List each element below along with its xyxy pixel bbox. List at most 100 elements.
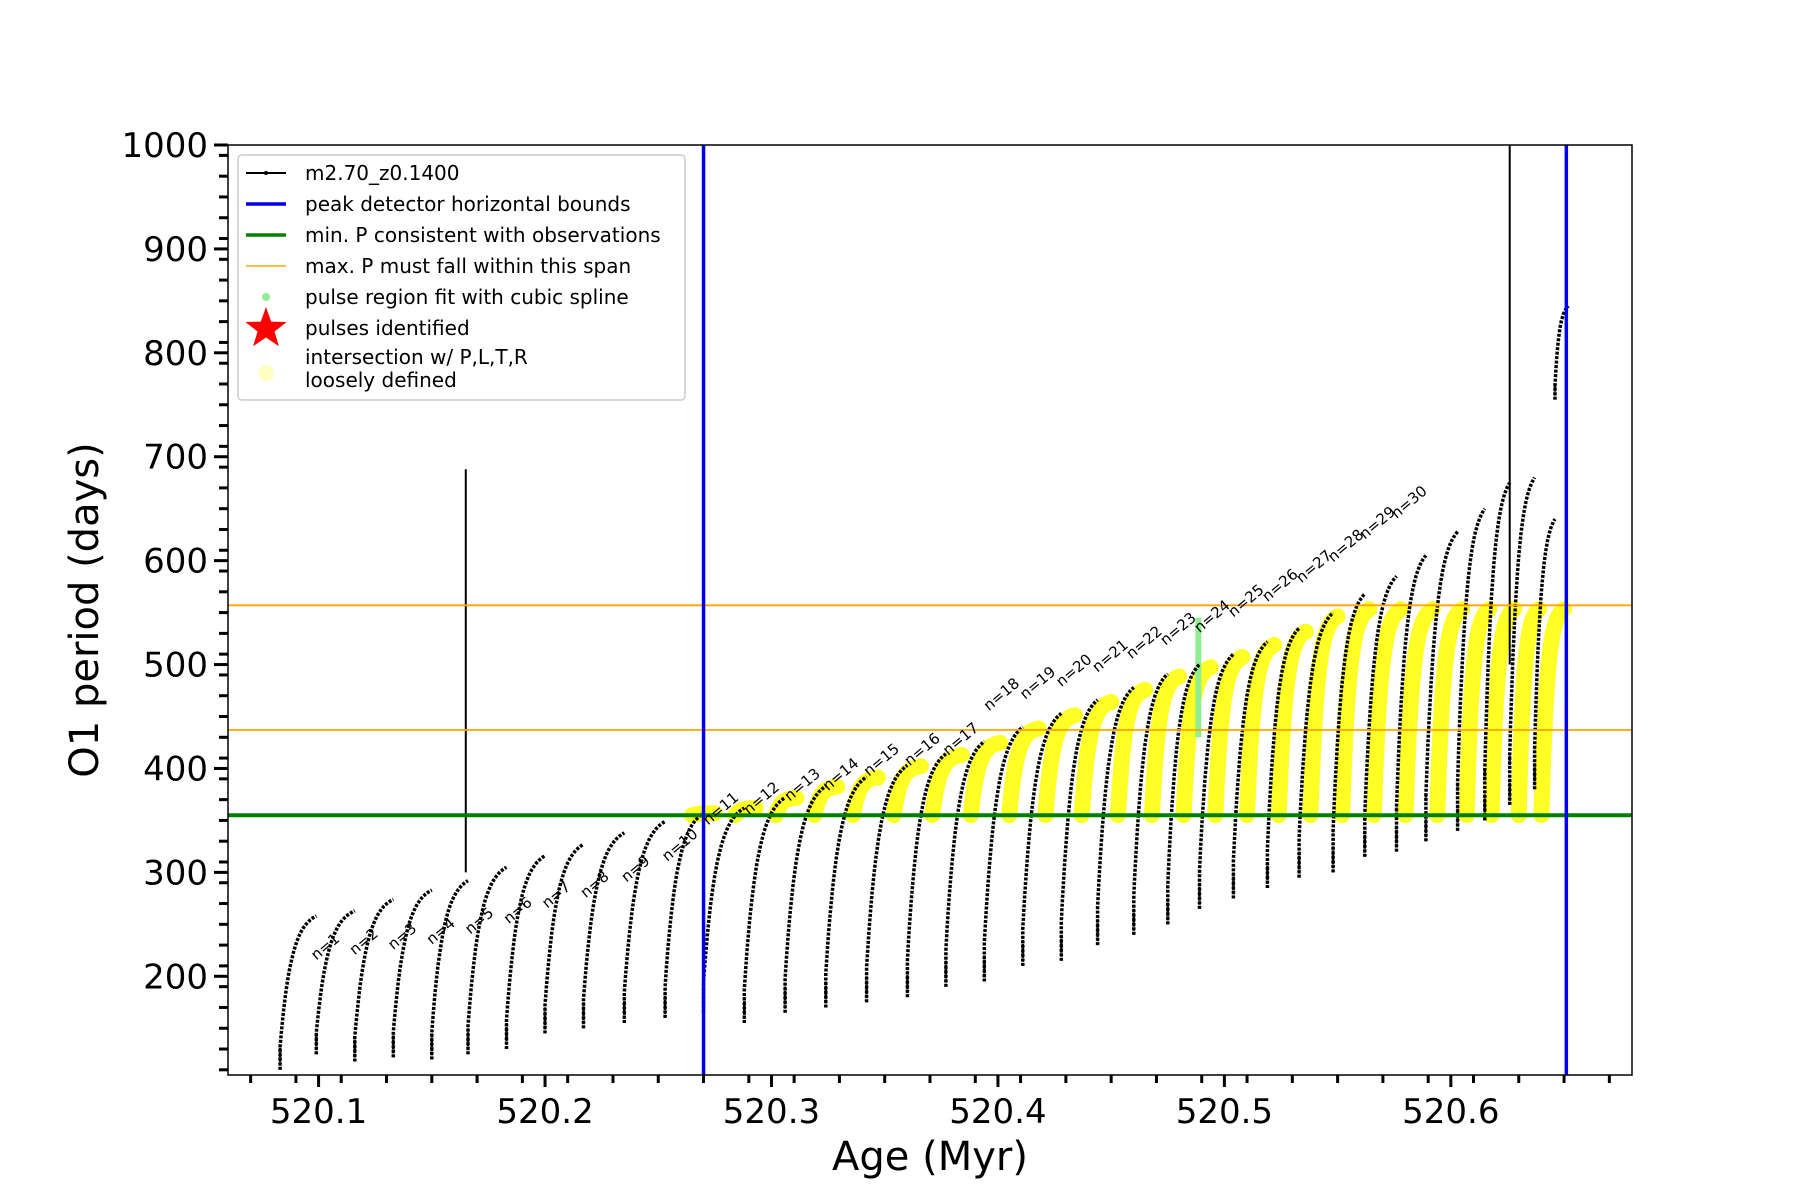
pulse-curve (1197, 652, 1235, 909)
legend-entry-pulses: pulses identified (245, 307, 470, 347)
intersection-region (1429, 601, 1471, 824)
y-tick-label: 800 (143, 334, 208, 374)
intersection-region (1073, 694, 1120, 824)
pulse-curve (1059, 698, 1099, 961)
intersection-region (1143, 668, 1188, 824)
legend-series-marker (264, 171, 268, 175)
pulse-curve (1331, 592, 1367, 873)
pulse-curve (581, 831, 626, 1029)
x-tick-label: 520.3 (723, 1092, 820, 1132)
y-tick-label: 900 (143, 230, 208, 270)
pulse-curve (1394, 554, 1428, 852)
intersection-region (1037, 707, 1083, 824)
legend-spline-marker (262, 293, 270, 301)
legend-entry-series: m2.70_z0.1400 (246, 161, 460, 185)
pulse-curve (278, 914, 318, 1070)
intersection-region (1334, 601, 1378, 824)
pulse-curve (1021, 712, 1063, 966)
pulse-curve (1424, 530, 1459, 842)
pulse-curve (391, 888, 433, 1058)
pulse-curve (1132, 672, 1169, 935)
pulse-curve (1507, 476, 1537, 805)
reference-lines-layer (228, 145, 1632, 1075)
pulse-curve (1166, 663, 1201, 925)
pulse-curve (944, 740, 986, 987)
legend-entry-bounds: peak detector horizontal bounds (246, 192, 631, 216)
intersection-region (1207, 649, 1251, 824)
legend-entry-max-period: max. P must fall within this span (246, 254, 631, 278)
pulse-curve (982, 725, 1024, 982)
x-tick-label: 520.1 (270, 1092, 367, 1132)
legend: m2.70_z0.1400 peak detector horizontal b… (237, 154, 686, 401)
pulse-curve (1231, 640, 1269, 899)
legend-intersection-line-2: loosely defined (305, 368, 457, 392)
intersection-region (806, 778, 846, 824)
x-axis-title: Age (Myr) (832, 1134, 1028, 1180)
x-tick-label: 520.2 (496, 1092, 593, 1132)
legend-min-period-label: min. P consistent with observations (305, 223, 661, 247)
pulse-curve (622, 819, 666, 1023)
pulse-curve (1095, 686, 1135, 946)
pulse-curve (314, 909, 356, 1055)
intersection-region (1365, 601, 1409, 824)
legend-entry-min-period: min. P consistent with observations (246, 223, 661, 247)
pulse-curve (353, 897, 395, 1062)
legend-series-label: m2.70_z0.1400 (305, 161, 460, 185)
pulse-curve (742, 796, 787, 1023)
pulse-curve (1297, 611, 1335, 878)
y-axis-title: O1 period (days) (62, 442, 108, 777)
pulse-curve (1483, 481, 1512, 821)
y-tick-label: 300 (143, 853, 208, 893)
legend-box (237, 154, 686, 401)
pulse-curve (1363, 575, 1398, 857)
intersection-region (1110, 681, 1154, 824)
pulse-curve (905, 752, 947, 998)
x-tick-label: 520.5 (1176, 1092, 1273, 1132)
pulse-curve (1455, 507, 1487, 831)
yellow-intersection-layer (684, 601, 1573, 824)
intersection-region (1397, 601, 1441, 824)
intersection-region (885, 758, 929, 824)
legend-pulses-label: pulses identified (305, 316, 470, 340)
legend-bounds-label: peak detector horizontal bounds (305, 192, 631, 216)
legend-max-period-label: max. P must fall within this span (305, 254, 631, 278)
intersection-region (1302, 608, 1346, 824)
intersection-region (1270, 623, 1314, 824)
pulse-curve (1532, 518, 1557, 790)
y-tick-label: 600 (143, 542, 208, 582)
intersection-region (1533, 601, 1573, 824)
legend-entry-spline: pulse region fit with cubic spline (262, 285, 629, 309)
x-tick-label: 520.6 (1402, 1092, 1499, 1132)
y-tick-label: 500 (143, 646, 208, 686)
x-tick-label: 520.4 (949, 1092, 1046, 1132)
series-layer (278, 145, 1570, 1070)
intersection-region (727, 800, 764, 824)
y-tick-label: 200 (143, 957, 208, 997)
intersection-region (924, 747, 970, 824)
y-tick-label: 1000 (121, 126, 208, 166)
axes-layer: 520.1 520.2 520.3 520.4 520.5 520.6 200 300 400 5… (121, 126, 1611, 1132)
pulse-curve (466, 865, 508, 1055)
legend-spline-label: pulse region fit with cubic spline (305, 285, 629, 309)
intersection-region (845, 769, 886, 824)
intersection-region (1458, 601, 1498, 824)
pulse-curve (1265, 626, 1301, 888)
intersection-region (1239, 636, 1283, 824)
pulse-curve (543, 842, 585, 1034)
pulse-curve (864, 763, 909, 1003)
legend-pulses-star-icon (245, 307, 287, 347)
y-tick-label: 400 (143, 749, 208, 789)
pulse-curve (430, 879, 469, 1060)
legend-intersection-line-1: intersection w/ P,L,T,R (305, 345, 528, 369)
intersection-region (768, 789, 805, 824)
legend-entry-intersection: intersection w/ P,L,T,R loosely defined (258, 345, 528, 392)
pulse-curve (824, 775, 868, 1008)
pulse-curve (504, 854, 546, 1049)
y-tick-label: 700 (143, 438, 208, 478)
legend-intersection-marker (258, 365, 274, 381)
intersection-region (1510, 601, 1548, 824)
pulse-curve (663, 811, 705, 1018)
pulse-curve (783, 784, 827, 1013)
intersection-region (962, 734, 1009, 824)
